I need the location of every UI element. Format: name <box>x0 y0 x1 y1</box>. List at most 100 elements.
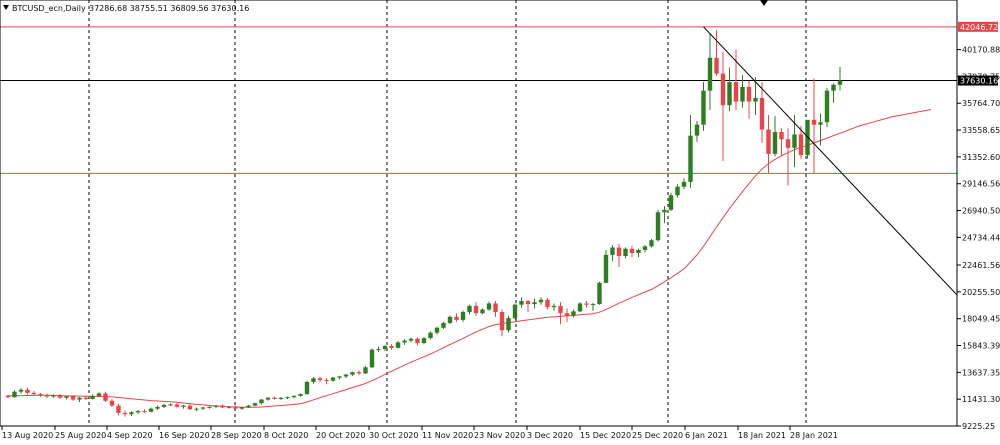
candle <box>200 406 206 410</box>
candle-body <box>96 393 102 396</box>
ohlc-values: 37286.68 38755.51 36809.56 37630.16 <box>89 4 249 13</box>
candle-body <box>616 247 622 257</box>
candle-body <box>460 311 466 320</box>
candle <box>122 410 128 417</box>
candle <box>207 406 212 409</box>
candle-body <box>447 316 453 323</box>
candle-body <box>558 305 563 314</box>
dropdown-triangle-icon[interactable] <box>3 5 9 10</box>
candle <box>181 405 186 409</box>
candle <box>25 387 30 395</box>
candle <box>460 310 466 322</box>
candle <box>616 243 622 267</box>
candle-body <box>493 303 498 312</box>
candle <box>337 375 342 380</box>
candle-body <box>421 338 427 343</box>
candle <box>51 394 56 398</box>
moving-average <box>7 109 932 408</box>
candle-body <box>720 73 726 106</box>
y-tick-label: 31352.60 <box>962 153 1000 162</box>
candle-body <box>90 395 95 399</box>
candle-body <box>18 389 24 392</box>
candle <box>603 249 609 284</box>
price-box-label: 42046.72 <box>960 23 998 32</box>
candle-body <box>681 181 687 187</box>
candle-body <box>766 129 771 154</box>
candle-body <box>174 404 180 407</box>
candle-body <box>122 412 128 415</box>
candle <box>824 88 830 128</box>
candle-body <box>772 131 778 154</box>
time-axis: 13 Aug 2020 25 Aug 2020 4 Sep 2020 16 Sep 2… <box>1 426 838 440</box>
candle-body <box>363 367 368 374</box>
shift-marker-icon[interactable] <box>760 0 768 6</box>
y-tick-label: 18049.45 <box>962 315 1000 324</box>
candle-body <box>415 338 420 343</box>
candle-body <box>220 405 225 408</box>
candle <box>597 281 602 305</box>
candle <box>746 80 752 119</box>
candle <box>506 315 511 333</box>
candle <box>499 309 505 337</box>
candle-body <box>161 405 167 407</box>
candle-body <box>629 248 635 254</box>
candle <box>714 29 719 77</box>
candle-body <box>506 318 511 331</box>
candle-body <box>434 327 440 333</box>
candle <box>350 371 355 376</box>
candle <box>798 125 804 159</box>
candle-body <box>714 57 719 74</box>
candle <box>421 336 427 345</box>
candle <box>525 299 531 312</box>
candle-body <box>278 397 284 399</box>
candle-body <box>181 405 186 407</box>
trendline-segment[interactable] <box>703 26 958 296</box>
candles <box>5 29 843 417</box>
candle <box>31 391 37 396</box>
candle-body <box>402 340 407 343</box>
x-tick-label: 13 Aug 2020 <box>2 431 53 440</box>
candle <box>467 304 472 315</box>
candle <box>441 321 446 330</box>
candle <box>480 308 485 315</box>
candle-body <box>142 411 147 413</box>
candle <box>473 302 479 316</box>
candle-body <box>785 139 791 148</box>
x-tick-label: 18 Jan 2021 <box>738 431 786 440</box>
candle-body <box>38 394 43 396</box>
plot-frame <box>0 0 958 427</box>
candle <box>408 337 414 343</box>
candle <box>577 302 583 312</box>
candle <box>324 378 329 385</box>
candle <box>12 390 17 398</box>
candle <box>155 405 160 410</box>
candle <box>311 377 316 384</box>
candle <box>805 119 810 159</box>
x-tick-label: 8 Oct 2020 <box>264 431 308 440</box>
candle <box>454 313 459 322</box>
candle <box>636 248 641 258</box>
candle <box>512 303 518 320</box>
candle-body <box>246 405 251 408</box>
candle-body <box>395 342 401 348</box>
candle-body <box>577 303 583 312</box>
candle-body <box>746 86 752 102</box>
candle-body <box>688 135 693 182</box>
y-tick-label: 11431.30 <box>962 395 1000 404</box>
candle <box>174 402 180 408</box>
candle-body <box>792 134 797 148</box>
candle-body <box>155 406 160 409</box>
candle-body <box>707 57 713 91</box>
candle-body <box>603 254 609 283</box>
candle-body <box>12 391 17 398</box>
trendline[interactable] <box>703 26 958 296</box>
candle-body <box>226 406 232 408</box>
y-tick-label: 22461.56 <box>962 261 1000 270</box>
candle-body <box>545 299 550 308</box>
candle <box>103 391 108 402</box>
candle <box>837 66 843 91</box>
x-tick-label: 25 Dec 2020 <box>632 431 683 440</box>
candle-body <box>376 349 381 351</box>
candle-body <box>31 392 37 395</box>
